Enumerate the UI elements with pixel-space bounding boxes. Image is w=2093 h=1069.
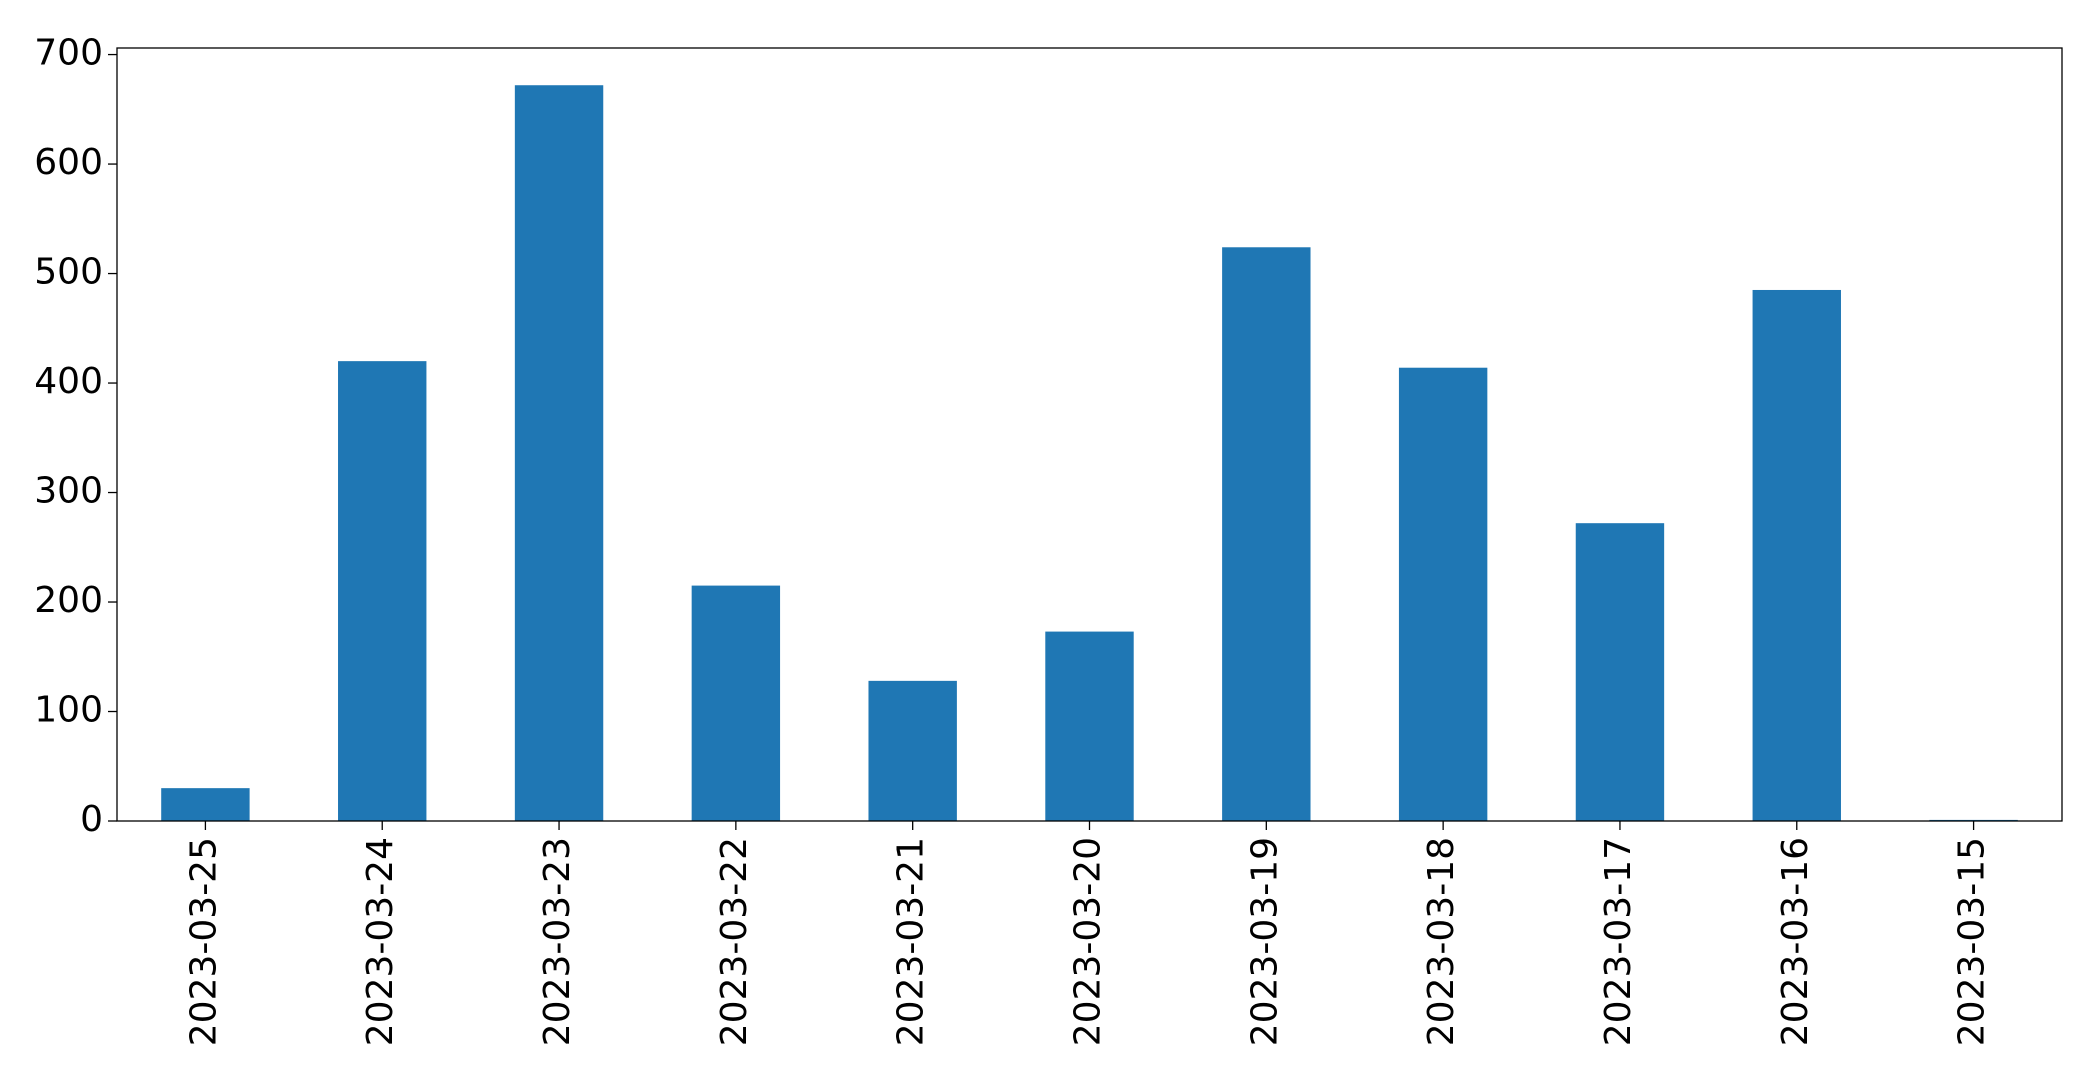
x-tick-label: 2023-03-19 xyxy=(1244,837,1285,1046)
x-tick-label: 2023-03-22 xyxy=(714,837,755,1046)
bar xyxy=(1222,247,1311,821)
y-tick-label: 700 xyxy=(34,33,103,74)
x-tick-label: 2023-03-24 xyxy=(360,837,401,1046)
y-tick-label: 400 xyxy=(34,361,103,402)
bar xyxy=(691,585,781,821)
bar xyxy=(868,680,957,821)
x-tick-label: 2023-03-23 xyxy=(537,837,578,1046)
x-tick-label: 2023-03-20 xyxy=(1068,837,1109,1046)
y-tick-label: 300 xyxy=(34,471,103,512)
bar xyxy=(161,788,250,821)
bar xyxy=(1045,631,1134,821)
x-tick-label: 2023-03-21 xyxy=(891,837,932,1046)
bar xyxy=(514,85,604,822)
x-tick-label: 2023-03-25 xyxy=(183,837,224,1046)
y-tick-label: 0 xyxy=(80,799,103,840)
bar xyxy=(1575,523,1665,821)
x-tick-label: 2023-03-15 xyxy=(1952,837,1993,1046)
bar xyxy=(1398,367,1488,821)
x-tick-label: 2023-03-17 xyxy=(1598,837,1639,1046)
axes-frame xyxy=(116,47,2063,822)
bar xyxy=(1752,289,1841,821)
y-tick-label: 200 xyxy=(34,580,103,621)
y-tick-label: 100 xyxy=(34,690,103,731)
bar xyxy=(338,361,427,821)
x-tick-label: 2023-03-16 xyxy=(1775,837,1816,1046)
x-tick-label: 2023-03-18 xyxy=(1421,837,1462,1046)
y-tick-label: 600 xyxy=(34,142,103,183)
y-tick-label: 500 xyxy=(34,252,103,293)
